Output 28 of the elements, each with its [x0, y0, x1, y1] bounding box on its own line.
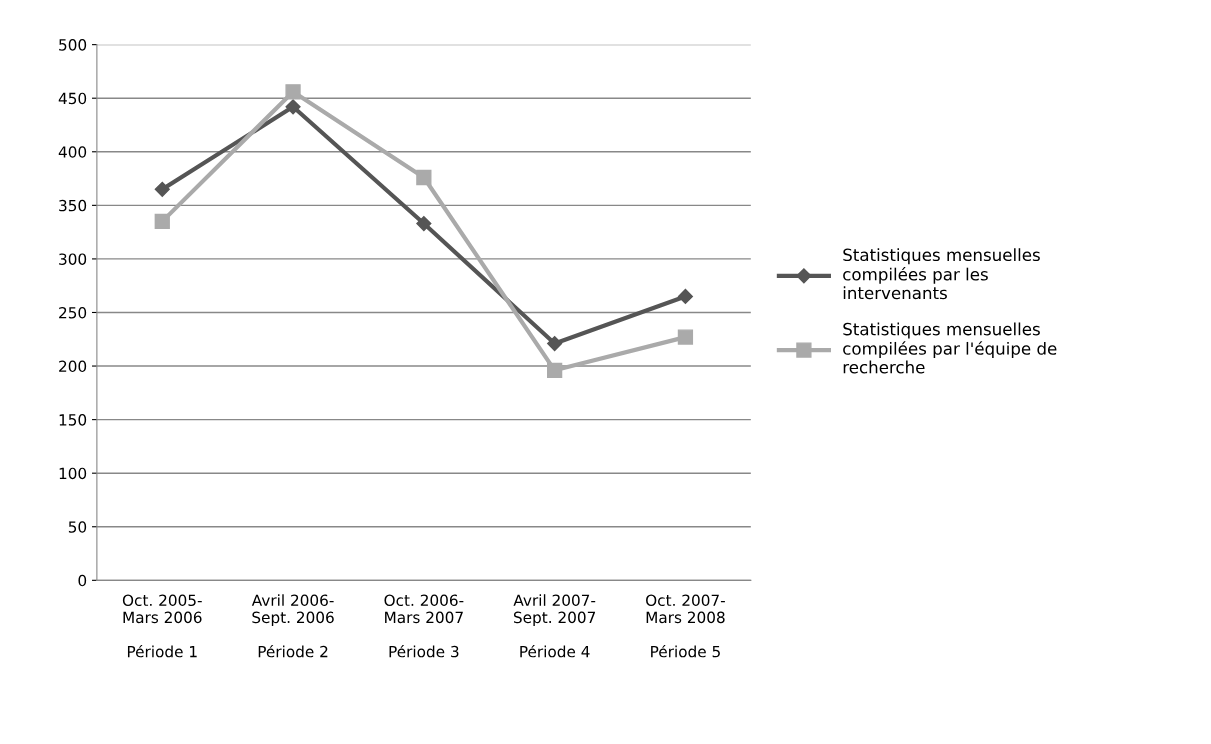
point	[677, 288, 693, 304]
y-tick-label: 100	[59, 467, 87, 480]
point	[416, 169, 432, 186]
point	[677, 329, 694, 345]
point	[547, 335, 563, 352]
point	[154, 213, 170, 230]
point	[416, 215, 432, 232]
y-tick-label: 250	[59, 306, 87, 319]
point	[285, 84, 301, 100]
category-label: Oct. 2005- Mars 2006 Période 1	[122, 594, 202, 658]
category-label: Oct. 2007- Mars 2008 Période 5	[646, 594, 725, 658]
category-label: Avril 2006- Sept. 2006 Période 2	[251, 594, 334, 658]
legend-label: Statistiques mensuelles compilées par les intervenants	[843, 248, 1040, 300]
y-tick-label: 200	[59, 360, 87, 373]
point	[285, 99, 301, 115]
point	[154, 181, 170, 197]
point	[546, 362, 563, 378]
y-tick-label: 350	[59, 199, 87, 212]
y-tick-label: 150	[59, 414, 87, 426]
y-tick-label: 50	[68, 521, 87, 533]
y-tick-label: 300	[59, 253, 87, 265]
legend-label: Statistiques mensuelles compilées par l'équipe de recherche	[843, 322, 1057, 374]
y-tick-label: 500	[59, 39, 87, 51]
y-tick-label: 0	[78, 574, 87, 587]
y-tick-label: 450	[58, 92, 87, 105]
category-label: Oct. 2006- Mars 2007 Période 3	[384, 594, 464, 658]
category-label: Avril 2007- Sept. 2007 Période 4	[513, 594, 596, 658]
y-tick-label: 400	[58, 146, 87, 158]
